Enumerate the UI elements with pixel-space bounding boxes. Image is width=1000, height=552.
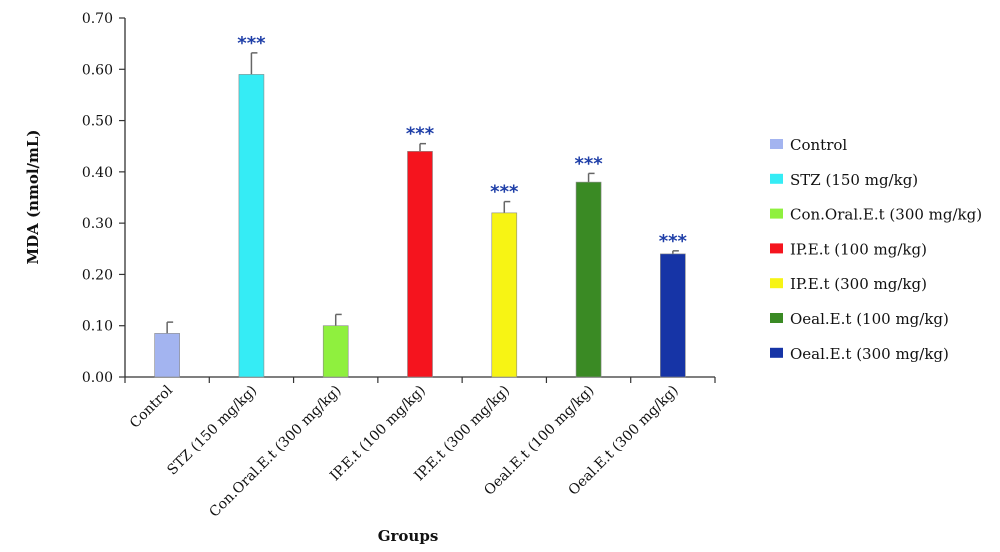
x-tick-label: STZ (150 mg/kg)	[164, 383, 260, 479]
y-tick-label: 0.50	[82, 114, 113, 130]
bar	[491, 212, 518, 378]
bar	[407, 151, 433, 378]
legend-label: IP.E.t (100 mg/kg)	[790, 240, 927, 258]
x-axis-title: Groups	[378, 527, 439, 545]
legend-label: IP.E.t (300 mg/kg)	[790, 275, 927, 293]
bar	[575, 181, 602, 378]
x-tick-label: Control	[127, 382, 176, 431]
y-tick-label: 0.20	[82, 267, 113, 283]
legend-label: Oeal.E.t (300 mg/kg)	[790, 345, 949, 363]
y-tick-label: 0.70	[82, 11, 113, 27]
legend-label: Con.Oral.E.t (300 mg/kg)	[790, 206, 982, 224]
legend: Control STZ (150 mg/kg) Con.Oral.E.t (300 …	[770, 136, 982, 363]
y-axis-title: MDA (nmol/mL)	[24, 129, 42, 264]
legend-swatch	[770, 173, 783, 184]
x-tick-label: IP.E.t (300 mg/kg)	[411, 383, 513, 485]
bar	[238, 74, 265, 378]
y-tick-label: 0.30	[82, 216, 113, 232]
legend-label: Control	[790, 136, 847, 154]
y-tick-label: 0.40	[82, 165, 113, 181]
significance-stars: ***	[574, 153, 603, 174]
bar	[154, 333, 180, 378]
y-tick-label: 0.10	[82, 319, 113, 335]
significance-stars: ***	[490, 182, 519, 203]
legend-swatch	[770, 243, 783, 254]
legend-swatch	[770, 347, 783, 358]
y-ticks: 0.00 0.10 0.20 0.30 0.40 0.50 0.60 0.70	[82, 11, 125, 386]
significance-stars: ***	[237, 33, 266, 54]
significance-stars: ***	[406, 124, 435, 145]
y-tick-label: 0.60	[82, 62, 113, 78]
bar	[322, 325, 349, 378]
x-ticks	[124, 377, 716, 383]
x-tick-label: IP.E.t (100 mg/kg)	[327, 383, 429, 485]
legend-label: Oeal.E.t (100 mg/kg)	[790, 310, 949, 328]
y-tick-label: 0.00	[82, 370, 113, 386]
legend-swatch	[770, 139, 783, 149]
legend-swatch	[770, 313, 783, 323]
legend-swatch	[770, 208, 783, 219]
bars: *** *** *** *** ***	[154, 33, 688, 378]
legend-swatch	[770, 278, 783, 289]
legend-label: STZ (150 mg/kg)	[790, 171, 918, 189]
significance-stars: ***	[659, 231, 688, 252]
bar	[660, 253, 686, 378]
